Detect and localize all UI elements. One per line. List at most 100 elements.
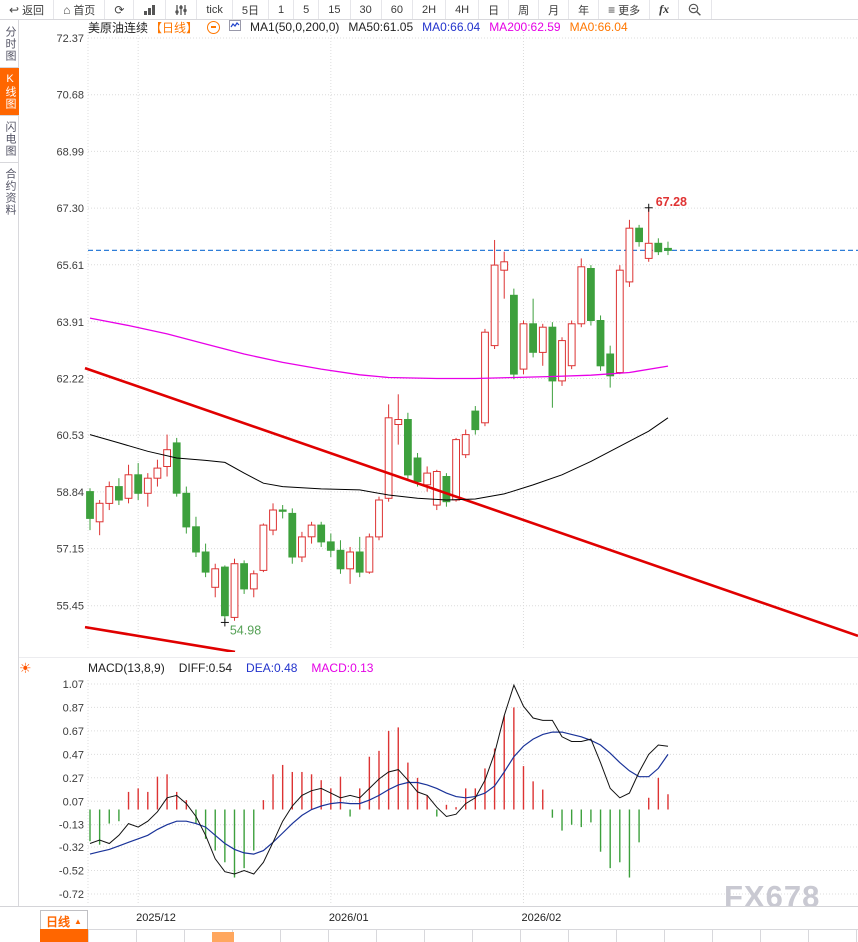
bottom-tab[interactable] bbox=[280, 929, 329, 942]
toolbar-item-4h[interactable]: 4H bbox=[446, 0, 480, 19]
toolbar-item-month[interactable]: 月 bbox=[539, 0, 570, 19]
svg-text:-0.52: -0.52 bbox=[59, 866, 84, 878]
bottom-tab-highlight bbox=[212, 932, 234, 942]
toolbar-item-label: 返回 bbox=[22, 4, 45, 17]
bottom-tab[interactable] bbox=[472, 929, 521, 942]
toolbar-item-back[interactable]: ↩ 返回 bbox=[0, 0, 55, 19]
toolbar-item-home[interactable]: ⌂ 首页 bbox=[54, 0, 106, 19]
sidebar-tab-time-chart[interactable]: 分时图 bbox=[4, 26, 16, 62]
toolbar-item-label: 首页 bbox=[73, 4, 96, 17]
toolbar-item-year[interactable]: 年 bbox=[569, 0, 600, 19]
svg-text:0.67: 0.67 bbox=[63, 726, 84, 738]
toolbar-item-2h[interactable]: 2H bbox=[413, 0, 447, 19]
toolbar-item-label: 2H bbox=[422, 3, 437, 16]
bottom-tab[interactable] bbox=[88, 929, 137, 942]
ma-settings: MA1(50,0,200,0) bbox=[250, 20, 340, 34]
x-axis-label: 2026/02 bbox=[521, 912, 562, 924]
dea-value: DEA:0.48 bbox=[246, 661, 298, 675]
svg-text:-0.72: -0.72 bbox=[59, 889, 84, 901]
svg-text:-0.13: -0.13 bbox=[59, 820, 84, 832]
svg-text:58.84: 58.84 bbox=[56, 487, 84, 499]
toolbar-item-30min[interactable]: 30 bbox=[351, 0, 382, 19]
bottom-tab[interactable] bbox=[664, 929, 713, 942]
sidebar-tab-kline-chart[interactable]: K线图 bbox=[0, 67, 19, 115]
time-axis: 日线 ▲ 2025/12 2026/01 2026/02 bbox=[0, 906, 858, 932]
toolbar-item-label: 60 bbox=[390, 3, 403, 16]
more-icon: ≡ bbox=[608, 2, 616, 17]
collapse-icon[interactable] bbox=[207, 20, 221, 34]
left-sidebar: 分时图 K线图 闪电图 合约资料 bbox=[0, 19, 19, 906]
sidebar-tab-lightning-chart[interactable]: 闪电图 bbox=[0, 115, 19, 162]
toolbar-item-fx-functions[interactable]: fx bbox=[650, 0, 680, 19]
toolbar-item-more[interactable]: ≡ 更多 bbox=[599, 0, 651, 19]
toolbar-item-indicator-settings[interactable] bbox=[166, 0, 198, 19]
svg-text:68.99: 68.99 bbox=[56, 146, 84, 158]
toolbar-item-5min[interactable]: 5 bbox=[294, 0, 320, 19]
bottom-tab[interactable] bbox=[712, 929, 761, 942]
toolbar-item-5d[interactable]: 5日 bbox=[233, 0, 269, 19]
macd-value: MACD:0.13 bbox=[311, 661, 374, 675]
toolbar-item-label: fx bbox=[659, 2, 670, 16]
toolbar-item-label: 30 bbox=[359, 3, 372, 16]
brightness-icon[interactable]: ☀ bbox=[19, 660, 32, 676]
period-selector-label: 日线 bbox=[46, 915, 71, 929]
bottom-tab[interactable] bbox=[136, 929, 185, 942]
toolbar-item-week[interactable]: 周 bbox=[509, 0, 540, 19]
back-icon: ↩ bbox=[9, 2, 20, 17]
refresh-icon: ⟳ bbox=[114, 2, 125, 17]
svg-text:60.53: 60.53 bbox=[56, 430, 84, 442]
bottom-tab[interactable] bbox=[376, 929, 425, 942]
chevron-up-icon: ▲ bbox=[74, 917, 82, 926]
home-icon: ⌂ bbox=[63, 2, 71, 17]
x-axis-label: 2026/01 bbox=[328, 912, 369, 924]
bottom-tab[interactable] bbox=[232, 929, 281, 942]
x-axis-label: 2025/12 bbox=[136, 912, 176, 924]
svg-text:57.15: 57.15 bbox=[56, 544, 84, 556]
toolbar-item-60min[interactable]: 60 bbox=[382, 0, 413, 19]
toolbar-item-chart-type[interactable] bbox=[134, 0, 167, 19]
bottom-tab[interactable] bbox=[856, 929, 858, 942]
panel-divider bbox=[19, 657, 858, 658]
toolbar-item-label: 更多 bbox=[618, 4, 641, 17]
svg-text:-0.32: -0.32 bbox=[59, 842, 84, 854]
indicator-icon[interactable] bbox=[229, 20, 242, 34]
bottom-tab[interactable] bbox=[808, 929, 857, 942]
svg-text:70.68: 70.68 bbox=[56, 90, 84, 102]
indicator-settings-icon bbox=[175, 4, 188, 16]
chart-type-icon bbox=[143, 4, 156, 16]
svg-text:62.22: 62.22 bbox=[56, 374, 84, 386]
svg-text:0.07: 0.07 bbox=[63, 796, 84, 808]
svg-text:55.45: 55.45 bbox=[56, 601, 84, 613]
svg-text:67.28: 67.28 bbox=[656, 195, 687, 209]
toolbar-item-label: 月 bbox=[548, 4, 560, 17]
svg-text:63.91: 63.91 bbox=[56, 317, 84, 329]
period-selector[interactable]: 日线 ▲ bbox=[40, 910, 88, 932]
toolbar-item-15min[interactable]: 15 bbox=[319, 0, 351, 19]
zoom-out-icon bbox=[688, 3, 702, 16]
period-label: 【日线】 bbox=[150, 20, 199, 35]
bottom-tab[interactable] bbox=[616, 929, 665, 942]
bottom-tab[interactable] bbox=[328, 929, 377, 942]
bottom-tab[interactable] bbox=[520, 929, 569, 942]
svg-text:67.30: 67.30 bbox=[56, 203, 84, 215]
toolbar-item-tick[interactable]: tick bbox=[197, 0, 233, 19]
sidebar-tab-contract-info[interactable]: 合约资料 bbox=[0, 162, 19, 221]
bottom-tab[interactable] bbox=[568, 929, 617, 942]
toolbar-item-1min[interactable]: 1 bbox=[269, 0, 295, 19]
ma0-orange-value: MA0:66.04 bbox=[569, 20, 628, 34]
toolbar-item-refresh[interactable]: ⟳ bbox=[105, 0, 135, 19]
toolbar-item-label: 15 bbox=[328, 3, 341, 16]
toolbar-item-zoom-out[interactable] bbox=[679, 0, 713, 19]
bottom-tab-bar bbox=[0, 929, 858, 942]
toolbar-item-label: 5日 bbox=[241, 4, 259, 17]
svg-text:0.47: 0.47 bbox=[63, 749, 84, 761]
toolbar-item-label: 1 bbox=[278, 3, 285, 16]
bottom-tab-active[interactable] bbox=[40, 929, 88, 942]
toolbar-item-label: 5 bbox=[303, 3, 310, 16]
toolbar-item-day[interactable]: 日 bbox=[479, 0, 510, 19]
toolbar-item-label: 年 bbox=[578, 4, 590, 17]
bottom-tab[interactable] bbox=[424, 929, 473, 942]
bottom-tab[interactable] bbox=[760, 929, 809, 942]
